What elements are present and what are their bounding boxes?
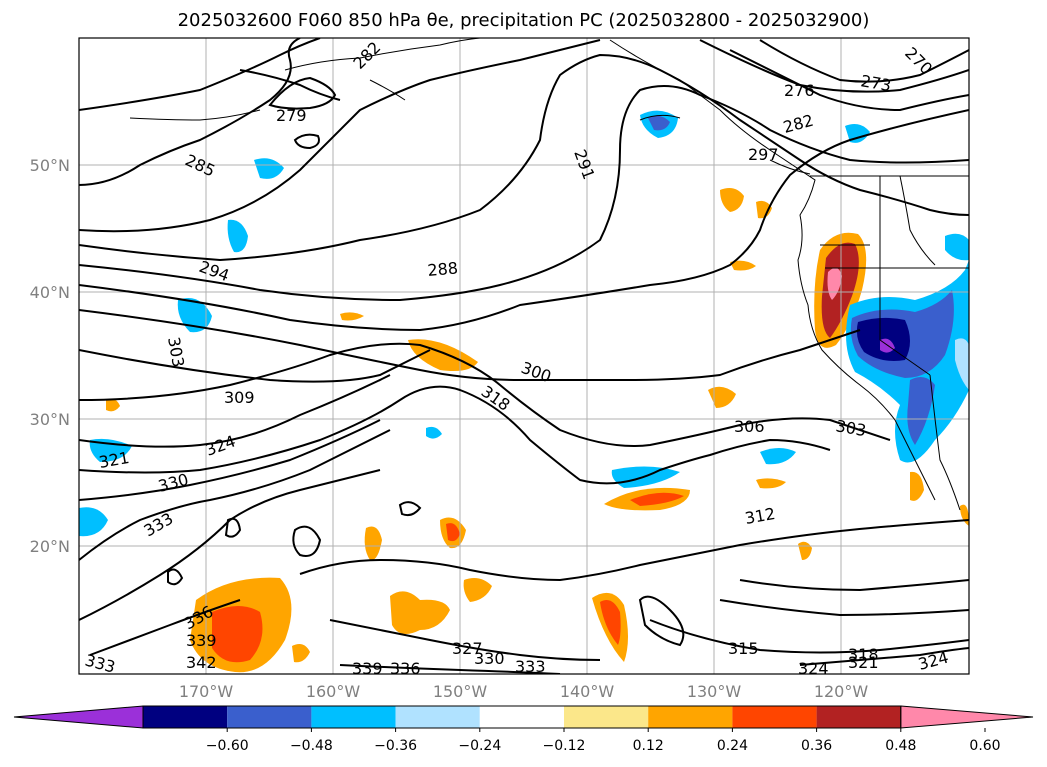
colorbar-tick-label: 0.24 [717,738,748,754]
colorbar-segment [311,706,396,728]
lon-label: 140°W [560,682,615,701]
lon-label: 150°W [433,682,488,701]
lat-label: 30°N [30,410,70,429]
colorbar-segment [816,706,901,728]
contour-label: 342 [186,653,217,672]
colorbar-tick-label: 0.48 [885,738,916,754]
coastlines [129,38,969,511]
map-plot-area: 279 282 285 288 291 294 297 300 303 306 … [79,38,969,678]
longitude-labels: 170°W 160°W 150°W 140°W 130°W 120°W [179,682,869,701]
contour-label: 279 [276,106,307,125]
contour-label: 318 [848,645,879,664]
colorbar-extend-max [900,705,1034,729]
lat-label: 50°N [30,156,70,175]
contour-label: 327 [452,639,483,658]
colorbar-segment [395,706,480,728]
colorbar-frame [142,705,902,729]
colorbar-tick-label: 0.12 [633,738,664,754]
contour-label: 309 [224,388,255,407]
latitude-labels: 50°N 40°N 30°N 20°N [30,156,70,556]
contour-label: 333 [515,657,546,676]
colorbar: −0.60 −0.48 −0.36 −0.24 −0.12 0.12 0.24 0.36 0.4… [13,705,1034,754]
colorbar-segment [227,706,312,728]
contour-label: 321 [848,653,879,672]
lon-label: 120°W [814,682,869,701]
colorbar-tick-label: −0.48 [290,738,333,754]
colorbar-tick-label: 0.36 [801,738,832,754]
map-frame [78,37,970,675]
colorbar-segment [479,706,564,728]
contour-label: 306 [734,417,765,436]
lon-label: 130°W [687,682,742,701]
colorbar-segment [564,706,649,728]
plot-title: 2025032600 F060 850 hPa θe, precipitatio… [177,10,870,31]
precip-negative-shading [79,110,969,537]
colorbar-segment [732,706,817,728]
contour-label: 336 [390,659,421,678]
colorbar-tick-label: 0.60 [969,738,1000,754]
colorbar-extend-min [13,705,144,729]
colorbar-tick-label: −0.60 [206,738,249,754]
theta-e-contours [79,38,969,674]
contour-label: 330 [474,649,505,668]
colorbar-segment [648,706,733,728]
contour-label: 333 [83,651,117,677]
lon-label: 170°W [179,682,234,701]
lat-label: 20°N [30,537,70,556]
contour-label: 339 [186,631,217,650]
lon-label: 160°W [306,682,361,701]
contour-label: 276 [784,81,815,100]
contour-label: 288 [427,258,459,280]
colorbar-tick-label: −0.12 [543,738,586,754]
contour-label: 297 [748,145,779,164]
lat-label: 40°N [30,283,70,302]
colorbar-tick-label: −0.36 [374,738,417,754]
contour-label: 315 [728,639,759,658]
colorbar-tick-label: −0.24 [458,738,501,754]
colorbar-segment [143,706,228,728]
contour-label: 324 [798,659,829,678]
contour-label: 339 [352,659,383,678]
